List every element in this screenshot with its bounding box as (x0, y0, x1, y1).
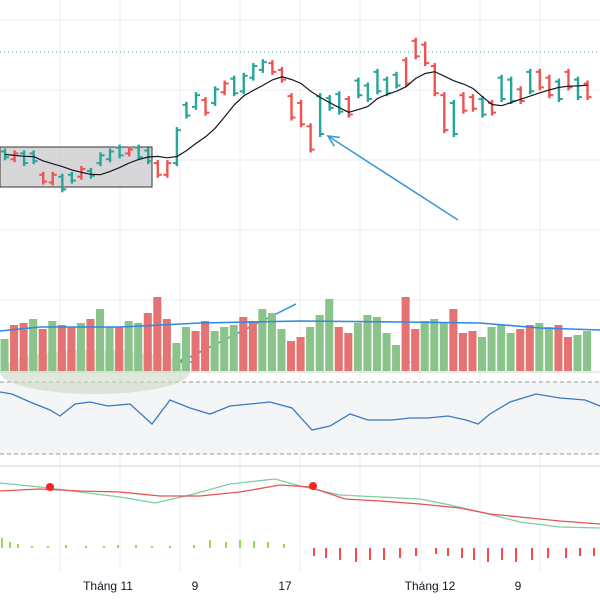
volume-bar (105, 327, 114, 371)
volume-bar (468, 331, 477, 371)
volume-bar (57, 325, 66, 371)
volume-bar (563, 337, 572, 371)
volume-bar (143, 313, 152, 371)
volume-bar (229, 325, 238, 371)
volume-bar (420, 321, 429, 371)
volume-bar (583, 331, 592, 371)
volume-bar (201, 321, 210, 371)
volume-bar (458, 333, 467, 371)
volume-bar (76, 323, 85, 371)
volume-bar (124, 321, 133, 371)
volume-bar (296, 337, 305, 371)
oscillator-pane (0, 391, 600, 431)
volume-bar (353, 323, 362, 371)
volume-bar (439, 323, 448, 371)
volume-bar (573, 335, 582, 371)
volume-bar (96, 309, 105, 371)
volume-bar (325, 299, 334, 371)
volume-bar (267, 313, 276, 371)
volume-bar (29, 319, 38, 371)
volume-bar (277, 329, 286, 371)
volume-bar (0, 339, 9, 371)
moving-average-line (4, 71, 588, 176)
volume-bar (525, 325, 534, 371)
volume-bar (181, 327, 190, 371)
volume-bar (210, 331, 219, 371)
volume-bar (48, 321, 57, 371)
volume-bar (153, 297, 162, 371)
arrow-line (327, 135, 459, 221)
volume-bar (372, 317, 381, 371)
volume-bar (306, 327, 315, 371)
x-axis-label: Tháng 12 (405, 579, 456, 593)
volume-bar (497, 325, 506, 371)
price-bars (1, 37, 592, 193)
oscillator-line (0, 391, 600, 431)
histogram-pane (1, 538, 595, 562)
volume-bar (220, 327, 229, 371)
volume-bar (487, 327, 496, 371)
volume-bar (334, 327, 343, 371)
macd-pane (0, 478, 600, 529)
x-axis-label: Tháng 11 (83, 579, 133, 593)
volume-bar (411, 329, 420, 371)
volume-bar (478, 337, 487, 371)
volume-bar (382, 333, 391, 371)
volume-bar (535, 323, 544, 371)
volume-bar (258, 309, 267, 371)
cross-marker (309, 482, 317, 490)
volume-bar (134, 323, 143, 371)
volume-bar (363, 315, 372, 371)
volume-bar (315, 315, 324, 371)
volume-bar (344, 333, 353, 371)
volume-bar (162, 319, 171, 371)
x-axis-label: 9 (515, 579, 522, 593)
x-axis: Tháng 11 9 17 Tháng 12 9 (83, 579, 522, 593)
volume-bar (430, 319, 439, 371)
cross-marker (46, 483, 54, 491)
volume-shading (0, 350, 190, 394)
volume-bar (506, 333, 515, 371)
volume-pane (0, 297, 592, 394)
volume-bar (392, 345, 401, 371)
volume-bar (172, 343, 181, 371)
volume-bar (191, 331, 200, 371)
volume-bar (401, 297, 410, 371)
volume-bar (554, 325, 563, 371)
volume-bar (544, 327, 553, 371)
arrow-head (326, 135, 341, 147)
volume-bar (67, 327, 76, 371)
volume-bar (516, 329, 525, 371)
volume-bar (115, 327, 124, 371)
volume-bar (19, 323, 28, 371)
volume-bar (10, 325, 19, 371)
volume-average-line (0, 320, 600, 332)
x-axis-label: 9 (192, 579, 199, 593)
volume-bar (38, 329, 47, 371)
x-axis-label: 17 (278, 579, 292, 593)
volume-bar (248, 321, 257, 371)
volume-bar (86, 319, 95, 371)
volume-bar (239, 317, 248, 371)
volume-bar (449, 309, 458, 371)
oscillator-background (0, 382, 600, 454)
volume-bar (287, 341, 296, 371)
